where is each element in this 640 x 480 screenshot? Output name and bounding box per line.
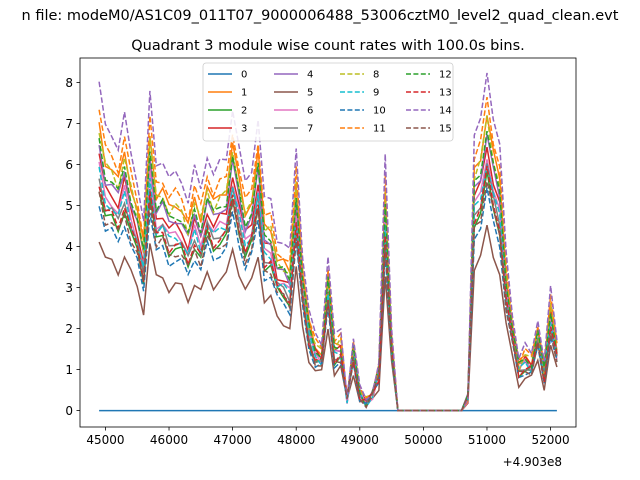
x-tick-label: 52000 (531, 433, 569, 447)
y-tick-label: 6 (65, 158, 73, 172)
legend-box (202, 62, 454, 142)
y-tick-label: 5 (65, 199, 73, 213)
y-tick-label: 7 (65, 117, 73, 131)
x-tick-label: 47000 (214, 433, 252, 447)
y-tick-label: 0 (65, 404, 73, 418)
x-tick-label: 45000 (86, 433, 124, 447)
legend-label-14: 14 (439, 106, 452, 117)
plot-title: Quadrant 3 module wise count rates with … (131, 38, 525, 54)
y-tick-label: 8 (65, 76, 73, 90)
x-offset-label: +4.903e8 (503, 455, 562, 469)
series-line-5 (98, 224, 558, 412)
series-line-11 (98, 96, 558, 412)
legend-label-8: 8 (373, 70, 379, 81)
legend-label-5: 5 (307, 88, 313, 99)
x-tick-label: 49000 (341, 433, 379, 447)
y-axis: 0 1 2 3 4 5 6 7 8 (65, 76, 80, 418)
plot-area (79, 57, 577, 428)
y-tick-label: 4 (65, 240, 73, 254)
series-line-15 (98, 181, 558, 412)
x-tick-label: 46000 (150, 433, 188, 447)
legend-label-12: 12 (439, 70, 452, 81)
legend-label-4: 4 (307, 70, 313, 81)
legend-label-0: 0 (241, 70, 247, 81)
y-tick-label: 1 (65, 363, 73, 377)
legend-label-9: 9 (373, 88, 379, 99)
axes-frame (79, 57, 577, 428)
legend-label-1: 1 (241, 88, 247, 99)
y-tick-label: 2 (65, 322, 73, 336)
legend-label-3: 3 (241, 124, 247, 135)
legend-label-10: 10 (373, 106, 386, 117)
x-tick-label: 48000 (277, 433, 315, 447)
legend-label-6: 6 (307, 106, 313, 117)
legend-label-11: 11 (373, 124, 386, 135)
legend-label-15: 15 (439, 124, 452, 135)
series-line-12 (98, 130, 558, 412)
legend-label-2: 2 (241, 106, 247, 117)
series-line-1 (98, 115, 558, 412)
x-tick-label: 50000 (404, 433, 442, 447)
series-line-13 (98, 165, 558, 412)
series-line-9 (98, 164, 558, 412)
x-axis: 45000 46000 47000 48000 49000 50000 51000 52000 (86, 427, 570, 447)
legend-label-13: 13 (439, 88, 452, 99)
figure-suptitle: n file: modeM0/AS1C09_011T07_9000006488_… (22, 8, 619, 24)
y-tick-label: 3 (65, 281, 73, 295)
legend-label-7: 7 (307, 124, 313, 135)
x-tick-label: 51000 (468, 433, 506, 447)
